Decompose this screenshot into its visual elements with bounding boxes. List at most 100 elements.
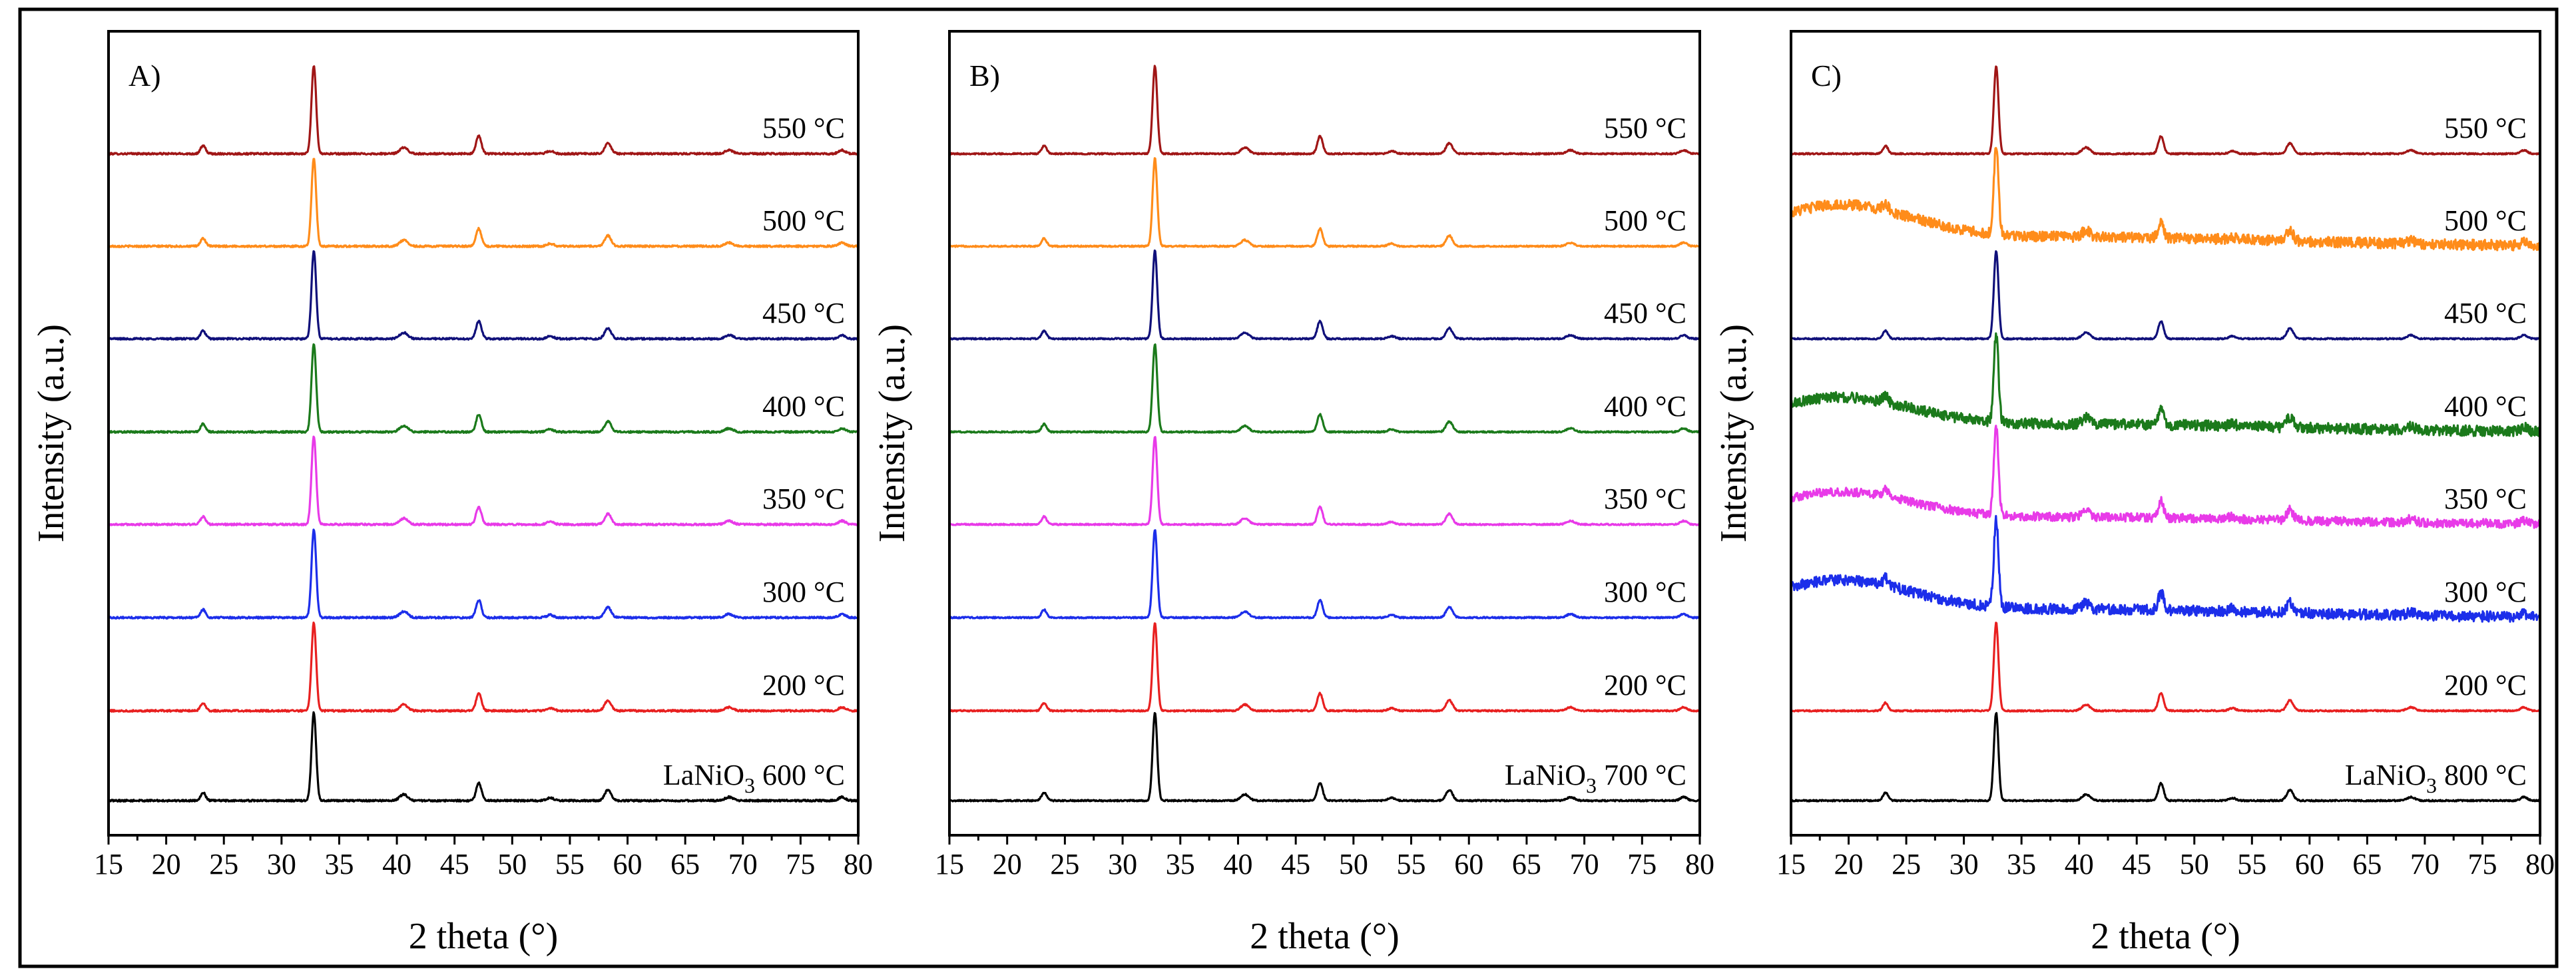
- xrd-trace-350-c: [108, 435, 859, 526]
- panel-letter: A): [129, 59, 161, 93]
- x-tick-label: 70: [1570, 848, 1599, 880]
- x-tick-label: 55: [555, 848, 585, 880]
- trace-label: LaNiO3 700 °C: [1505, 759, 1686, 797]
- xrd-trace-300-c: [107, 528, 860, 620]
- trace-label: LaNiO3 800 °C: [2345, 759, 2527, 797]
- trace-label: 300 °C: [2444, 576, 2527, 608]
- x-tick-label: 55: [2237, 848, 2266, 880]
- xrd-trace-200-c: [1790, 622, 2541, 713]
- x-tick-label: 60: [613, 848, 643, 880]
- xrd-trace-lanio3-800-c: [1790, 711, 2541, 803]
- x-tick-label: 40: [1223, 848, 1252, 880]
- xrd-trace-500-c: [948, 157, 1700, 248]
- trace-label: 550 °C: [762, 112, 845, 144]
- x-tick-label: 20: [1834, 848, 1864, 880]
- xrd-trace-300-c: [1790, 514, 2541, 623]
- panel-3: 550 °C 500 °C 450 °C 400 °C 350 °C 300 °C 200 …: [1713, 30, 2555, 957]
- trace-label: 200 °C: [1604, 669, 1686, 701]
- xrd-trace-400-c: [949, 343, 1701, 434]
- x-tick-label: 40: [2065, 848, 2094, 880]
- xrd-trace-200-c: [949, 622, 1700, 713]
- x-tick-label: 70: [2410, 848, 2440, 880]
- xrd-trace-500-c: [108, 158, 860, 248]
- trace-label: 500 °C: [762, 204, 845, 237]
- xrd-trace-450-c: [1790, 250, 2541, 341]
- x-tick-label: 35: [1166, 848, 1195, 880]
- trace-label: 200 °C: [762, 669, 845, 701]
- trace-label: 400 °C: [762, 390, 845, 423]
- panel-letter: B): [969, 59, 1000, 93]
- x-tick-label: 35: [324, 848, 354, 880]
- x-tick-label: 65: [2352, 848, 2382, 880]
- x-tick-label: 30: [1108, 848, 1137, 880]
- x-tick-label: 80: [2525, 848, 2555, 880]
- x-tick-label: 25: [1050, 848, 1079, 880]
- x-tick-label: 15: [94, 848, 123, 880]
- x-tick-label: 80: [844, 848, 873, 880]
- x-axis-title: 2 theta (°): [2091, 916, 2240, 957]
- xrd-trace-300-c: [948, 529, 1700, 620]
- trace-label: 500 °C: [2444, 204, 2527, 237]
- trace-label: 450 °C: [1604, 297, 1686, 329]
- xrd-trace-200-c: [107, 621, 860, 713]
- trace-label: 550 °C: [2444, 112, 2527, 144]
- xrd-trace-lanio3-600-c: [108, 711, 860, 803]
- panel-letter: C): [1811, 59, 1842, 93]
- figure-border: [18, 7, 2559, 968]
- x-tick-label: 15: [935, 848, 964, 880]
- xrd-trace-400-c: [1790, 332, 2541, 437]
- panel-2: 550 °C 500 °C 450 °C 400 °C 350 °C 300 °C 200 …: [872, 30, 1714, 957]
- x-tick-label: 30: [1949, 848, 1979, 880]
- x-tick-label: 65: [670, 848, 700, 880]
- x-tick-label: 25: [1892, 848, 1921, 880]
- x-tick-label: 75: [786, 848, 815, 880]
- xrd-trace-550-c: [107, 65, 860, 156]
- trace-label: 300 °C: [762, 576, 845, 608]
- x-tick-label: 35: [2007, 848, 2036, 880]
- x-tick-label: 25: [209, 848, 238, 880]
- trace-label: 450 °C: [762, 297, 845, 329]
- x-axis-title: 2 theta (°): [1250, 916, 1400, 957]
- trace-label: 350 °C: [2444, 483, 2527, 515]
- x-tick-label: 20: [152, 848, 181, 880]
- x-axis-title: 2 theta (°): [409, 916, 559, 957]
- trace-group: [1790, 65, 2541, 803]
- x-tick-label: 80: [1685, 848, 1714, 880]
- xrd-trace-450-c: [107, 250, 860, 341]
- x-tick-label: 65: [1512, 848, 1541, 880]
- x-tick-label: 50: [497, 848, 527, 880]
- trace-label: 200 °C: [2444, 669, 2527, 701]
- x-tick-label: 30: [267, 848, 296, 880]
- panel-1: 550 °C 500 °C 450 °C 400 °C 350 °C 300 °C 200 …: [31, 30, 873, 957]
- y-axis-title: Intensity (a.u.): [1713, 324, 1754, 542]
- x-tick-label: 75: [2467, 848, 2497, 880]
- xrd-trace-400-c: [107, 343, 859, 434]
- trace-label: 500 °C: [1604, 204, 1686, 237]
- trace-label: 350 °C: [1604, 483, 1686, 515]
- xrd-trace-500-c: [1790, 146, 2541, 252]
- x-tick-label: 75: [1627, 848, 1657, 880]
- trace-group: [107, 65, 860, 803]
- x-tick-label: 45: [2122, 848, 2151, 880]
- trace-label: 400 °C: [2444, 390, 2527, 423]
- x-tick-label: 50: [2180, 848, 2209, 880]
- trace-label: 550 °C: [1604, 112, 1686, 144]
- xrd-trace-350-c: [1790, 425, 2541, 529]
- xrd-trace-450-c: [948, 249, 1701, 341]
- x-tick-label: 55: [1397, 848, 1426, 880]
- x-tick-label: 50: [1339, 848, 1368, 880]
- trace-label: 300 °C: [1604, 576, 1686, 608]
- trace-label: 400 °C: [1604, 390, 1686, 423]
- y-axis-title: Intensity (a.u.): [31, 324, 72, 542]
- x-tick-label: 20: [993, 848, 1022, 880]
- xrd-trace-550-c: [1790, 65, 2541, 156]
- xrd-trace-350-c: [948, 436, 1700, 526]
- xrd-trace-550-c: [949, 65, 1700, 156]
- trace-group: [948, 65, 1701, 803]
- x-tick-label: 60: [2295, 848, 2324, 880]
- trace-label: LaNiO3 600 °C: [663, 759, 845, 797]
- xrd-trace-lanio3-700-c: [948, 711, 1701, 803]
- x-tick-label: 45: [440, 848, 469, 880]
- x-tick-label: 40: [382, 848, 411, 880]
- x-tick-label: 15: [1776, 848, 1806, 880]
